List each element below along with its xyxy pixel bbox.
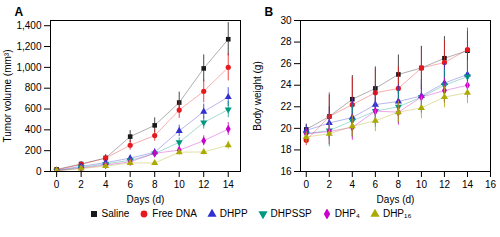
svg-text:200: 200: [25, 145, 42, 156]
svg-text:1,200: 1,200: [16, 41, 41, 52]
html-text:DHPSSP: DHPSSP: [270, 208, 312, 219]
svg-text:16: 16: [485, 179, 497, 190]
svg-text:14: 14: [462, 179, 474, 190]
html-text:Saline: Saline: [101, 208, 130, 219]
svg-text:10: 10: [174, 179, 186, 190]
html-text:DHP₄: DHP₄: [334, 208, 360, 219]
svg-text:10: 10: [416, 179, 428, 190]
svg-text:8: 8: [396, 179, 402, 190]
svg-text:6: 6: [127, 179, 133, 190]
svg-text:800: 800: [25, 82, 42, 93]
svg-text:2: 2: [327, 179, 333, 190]
svg-text:20: 20: [280, 123, 292, 134]
svg-text:16: 16: [280, 166, 292, 177]
svg-text:0: 0: [36, 166, 42, 177]
svg-text:2: 2: [78, 179, 84, 190]
svg-text:1,400: 1,400: [16, 20, 41, 31]
svg-text:0: 0: [303, 179, 309, 190]
svg-text:4: 4: [103, 179, 109, 190]
svg-text:4: 4: [350, 179, 356, 190]
svg-text:B: B: [265, 5, 274, 19]
svg-text:8: 8: [152, 179, 158, 190]
svg-text:18: 18: [280, 144, 292, 155]
html-text:Free DNA: Free DNA: [152, 208, 197, 219]
svg-text:26: 26: [280, 58, 292, 69]
html-text:DHP₁₆: DHP₁₆: [382, 208, 412, 219]
html-text:DHPP: DHPP: [219, 208, 248, 219]
svg-text:600: 600: [25, 103, 42, 114]
svg-text:Body weight (g): Body weight (g): [252, 61, 263, 130]
svg-text:400: 400: [25, 124, 42, 135]
svg-text:6: 6: [373, 179, 379, 190]
svg-text:A: A: [15, 5, 24, 19]
svg-text:28: 28: [280, 36, 292, 47]
svg-text:Days (d): Days (d): [377, 194, 415, 205]
svg-text:Tumor volume (mm³): Tumor volume (mm³): [2, 50, 13, 143]
svg-text:0: 0: [54, 179, 60, 190]
svg-text:24: 24: [280, 79, 292, 90]
svg-text:Days (d): Days (d): [127, 194, 165, 205]
svg-text:12: 12: [439, 179, 451, 190]
svg-text:1,000: 1,000: [16, 62, 41, 73]
svg-text:14: 14: [223, 179, 235, 190]
svg-text:22: 22: [280, 101, 292, 112]
svg-text:12: 12: [198, 179, 210, 190]
svg-text:30: 30: [280, 15, 292, 26]
